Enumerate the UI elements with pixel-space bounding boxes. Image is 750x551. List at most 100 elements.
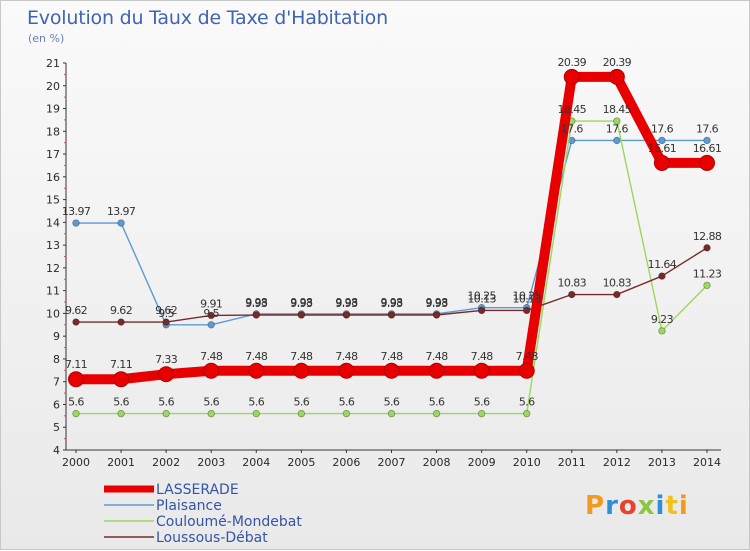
y-tick-label: 17 bbox=[46, 148, 60, 161]
data-point bbox=[342, 311, 351, 319]
data-label: 9.93 bbox=[290, 297, 313, 310]
data-point bbox=[293, 362, 310, 379]
data-label: 20.39 bbox=[558, 56, 587, 69]
data-point bbox=[477, 409, 486, 418]
data-label: 9.62 bbox=[65, 304, 87, 317]
proxiti-logo: Proxiti bbox=[585, 491, 689, 521]
data-label: 17.6 bbox=[561, 122, 584, 135]
data-label: 5.6 bbox=[248, 396, 264, 409]
data-label: 12.88 bbox=[693, 230, 722, 243]
data-point bbox=[68, 371, 84, 388]
y-tick-label: 13 bbox=[46, 239, 60, 252]
data-label: 9.98 bbox=[245, 296, 268, 309]
data-label: 17.6 bbox=[696, 122, 719, 135]
data-label: 7.48 bbox=[200, 350, 223, 363]
data-label: 18.45 bbox=[558, 103, 587, 116]
data-point bbox=[297, 311, 306, 319]
data-point bbox=[563, 68, 580, 85]
y-tick-label: 9 bbox=[53, 330, 60, 343]
data-point bbox=[428, 362, 445, 379]
data-point bbox=[703, 281, 711, 290]
data-point bbox=[613, 117, 621, 125]
x-tick-label: 2010 bbox=[513, 456, 541, 469]
data-label: 9.98 bbox=[380, 296, 403, 309]
data-point bbox=[162, 409, 170, 418]
data-point bbox=[207, 409, 215, 418]
x-tick-label: 2013 bbox=[648, 456, 676, 469]
y-tick-label: 5 bbox=[53, 421, 60, 434]
data-label: 10.83 bbox=[603, 277, 632, 290]
y-tick-label: 6 bbox=[53, 398, 60, 411]
data-label: 5.6 bbox=[339, 396, 355, 409]
y-tick-label: 20 bbox=[46, 80, 60, 93]
data-label: 13.97 bbox=[107, 205, 136, 218]
y-tick-label: 14 bbox=[46, 216, 60, 229]
data-label: 5.6 bbox=[384, 396, 400, 409]
data-point bbox=[658, 272, 666, 280]
data-label: 7.11 bbox=[110, 358, 132, 371]
y-tick-label: 7 bbox=[53, 376, 60, 389]
data-point bbox=[387, 311, 396, 319]
data-label: 11.23 bbox=[693, 267, 722, 280]
y-tick-label: 16 bbox=[46, 171, 60, 184]
data-label: 5.6 bbox=[294, 396, 310, 409]
data-point bbox=[338, 362, 355, 379]
x-tick-label: 2003 bbox=[197, 456, 225, 469]
data-point bbox=[432, 311, 441, 319]
data-label: 10.83 bbox=[558, 277, 587, 290]
data-point bbox=[383, 362, 400, 379]
data-label: 7.48 bbox=[426, 350, 449, 363]
data-point bbox=[117, 219, 125, 227]
legend-label: Couloumé-Mondebat bbox=[156, 514, 302, 530]
data-point bbox=[117, 409, 125, 418]
data-label: 9.91 bbox=[200, 297, 222, 310]
data-label: 16.61 bbox=[648, 142, 677, 155]
legend-label: LASSERADE bbox=[156, 482, 239, 498]
y-tick-label: 11 bbox=[46, 285, 60, 298]
data-label: 9.23 bbox=[651, 313, 674, 326]
data-label: 10.13 bbox=[467, 292, 496, 305]
data-label: 20.39 bbox=[603, 56, 632, 69]
data-point bbox=[613, 136, 621, 145]
data-point bbox=[518, 362, 535, 379]
data-point bbox=[699, 154, 715, 171]
data-point bbox=[72, 219, 80, 227]
y-unit-label: (en %) bbox=[28, 32, 65, 45]
data-point bbox=[473, 362, 490, 379]
x-tick-label: 2004 bbox=[242, 456, 270, 469]
data-label: 5.6 bbox=[68, 396, 84, 409]
data-label: 9.62 bbox=[110, 304, 132, 317]
x-tick-label: 2000 bbox=[62, 456, 90, 469]
data-label: 5.6 bbox=[519, 396, 535, 409]
data-point bbox=[523, 409, 531, 418]
x-tick-label: 2006 bbox=[332, 456, 360, 469]
data-point bbox=[162, 318, 170, 326]
data-label: 9.93 bbox=[245, 297, 268, 310]
data-label: 16.61 bbox=[693, 142, 722, 155]
data-point bbox=[248, 362, 265, 379]
data-point bbox=[72, 409, 80, 418]
data-label: 7.48 bbox=[245, 350, 268, 363]
data-point bbox=[613, 290, 621, 299]
data-label: 18.45 bbox=[603, 103, 632, 116]
data-label: 10.25 bbox=[467, 290, 496, 303]
data-label: 5.6 bbox=[113, 396, 129, 409]
x-tick-label: 2012 bbox=[603, 456, 631, 469]
data-point bbox=[477, 306, 486, 315]
data-point bbox=[297, 409, 306, 418]
data-label: 10.13 bbox=[512, 292, 541, 305]
data-label: 7.48 bbox=[471, 350, 494, 363]
data-point bbox=[653, 154, 670, 171]
data-point bbox=[523, 306, 531, 315]
data-point bbox=[568, 290, 576, 299]
data-label: 17.6 bbox=[606, 122, 629, 135]
data-point bbox=[703, 136, 711, 145]
data-label: 9.98 bbox=[335, 296, 358, 309]
data-label: 5.6 bbox=[203, 396, 219, 409]
data-label: 7.48 bbox=[380, 350, 403, 363]
data-point bbox=[432, 409, 441, 418]
data-label: 7.48 bbox=[516, 350, 539, 363]
data-label: 13.97 bbox=[62, 205, 91, 218]
